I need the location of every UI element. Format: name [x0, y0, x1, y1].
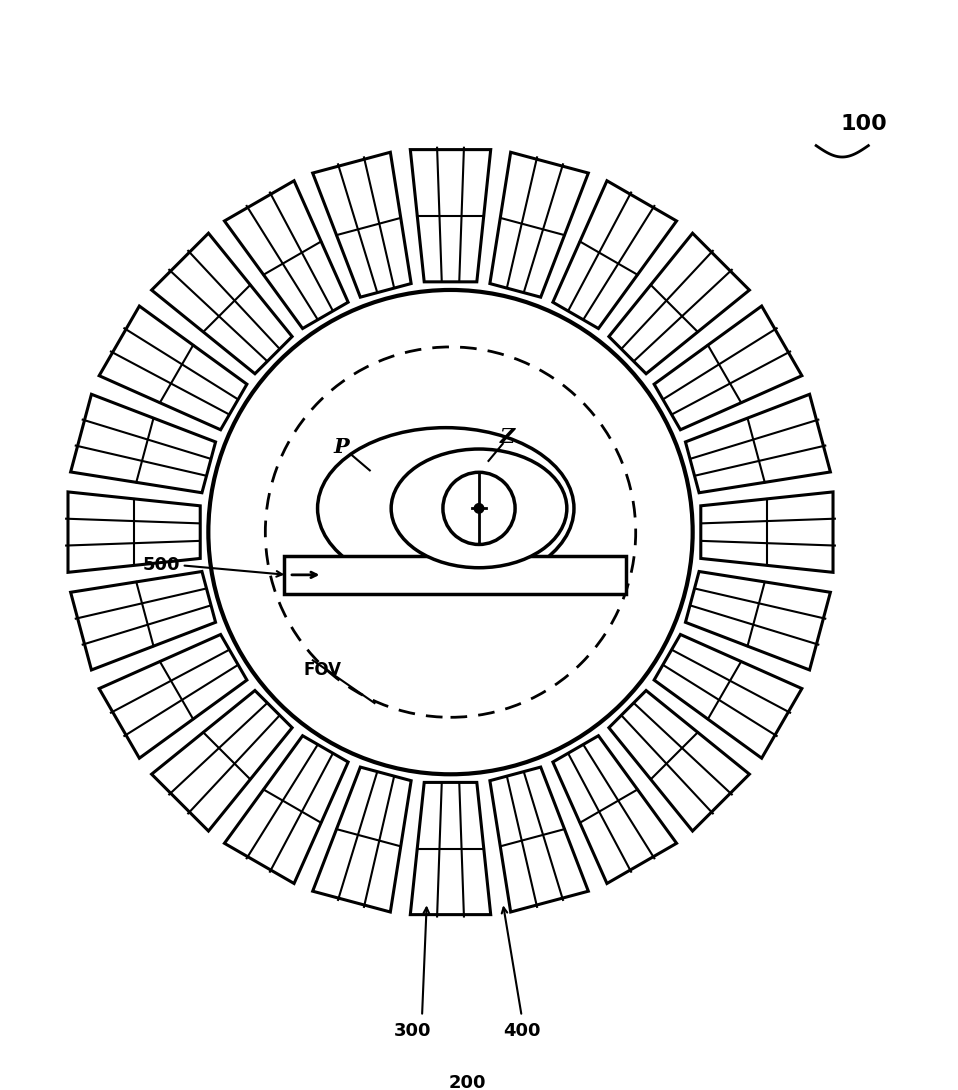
Text: Z: Z	[500, 427, 515, 447]
Polygon shape	[410, 783, 490, 915]
Circle shape	[61, 143, 840, 921]
Polygon shape	[490, 153, 588, 298]
Circle shape	[474, 504, 484, 513]
Text: 400: 400	[503, 1021, 540, 1040]
Polygon shape	[410, 149, 490, 282]
Text: P: P	[333, 437, 349, 457]
Polygon shape	[151, 233, 292, 374]
Polygon shape	[654, 634, 802, 759]
Polygon shape	[68, 492, 200, 572]
Polygon shape	[686, 395, 831, 493]
Polygon shape	[553, 181, 676, 328]
Polygon shape	[224, 736, 348, 884]
Polygon shape	[71, 395, 216, 493]
Polygon shape	[553, 736, 676, 884]
Polygon shape	[99, 306, 247, 429]
Text: 500: 500	[143, 556, 180, 574]
Polygon shape	[686, 571, 831, 670]
Polygon shape	[71, 571, 216, 670]
Polygon shape	[701, 492, 833, 572]
Polygon shape	[224, 181, 348, 328]
Bar	[285, 556, 627, 594]
Text: 200: 200	[448, 1074, 486, 1090]
Text: 300: 300	[394, 1021, 431, 1040]
Text: FOV: FOV	[304, 661, 341, 679]
Polygon shape	[490, 767, 588, 912]
Polygon shape	[312, 153, 411, 298]
Polygon shape	[312, 767, 411, 912]
Ellipse shape	[391, 449, 567, 568]
Polygon shape	[609, 690, 749, 831]
Circle shape	[443, 472, 515, 545]
Polygon shape	[654, 306, 802, 429]
Polygon shape	[151, 690, 292, 831]
Polygon shape	[609, 233, 749, 374]
Ellipse shape	[317, 427, 574, 589]
Circle shape	[208, 290, 693, 774]
Text: 100: 100	[840, 113, 887, 134]
Polygon shape	[99, 634, 247, 759]
